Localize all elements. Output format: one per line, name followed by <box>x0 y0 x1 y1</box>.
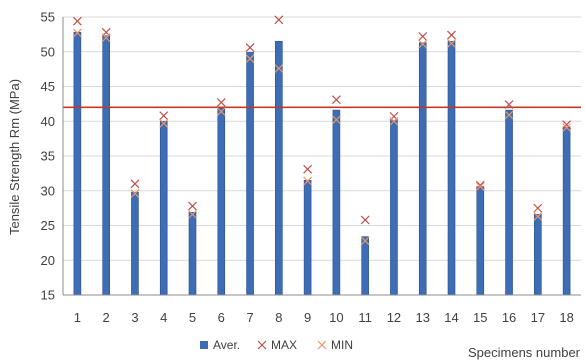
marker-min <box>245 54 255 64</box>
bar <box>332 109 341 296</box>
y-tick-label: 35 <box>41 149 55 164</box>
y-tick-label: 40 <box>41 114 55 129</box>
marker-max <box>562 120 572 130</box>
bar <box>246 52 254 296</box>
x-tick-label: 18 <box>559 310 573 325</box>
marker-min <box>101 33 111 43</box>
marker-max <box>72 16 82 26</box>
y-tick-label: 50 <box>41 44 55 59</box>
y-tick-label: 55 <box>41 10 55 25</box>
marker-max <box>274 15 284 25</box>
legend-label: Aver. <box>213 338 240 352</box>
marker-max <box>216 98 226 107</box>
bar <box>390 120 398 296</box>
y-tick-label: 15 <box>41 288 55 303</box>
bar <box>505 109 513 296</box>
marker-max <box>188 201 197 211</box>
legend-label: MIN <box>331 338 353 352</box>
y-tick-label: 30 <box>41 183 55 198</box>
bar <box>361 236 369 296</box>
marker-min <box>274 64 284 73</box>
x-tick-label: 13 <box>415 310 429 325</box>
x-tick-label: 14 <box>444 310 458 325</box>
marker-min <box>475 182 485 192</box>
x-tick-label: 9 <box>304 310 311 325</box>
bar <box>217 107 226 296</box>
bar <box>131 191 139 296</box>
bar <box>303 180 312 296</box>
marker-max <box>447 30 456 40</box>
x-tick-label: 8 <box>275 310 282 325</box>
marker-min <box>360 236 370 246</box>
x-tick-label: 10 <box>329 310 343 325</box>
legend-swatch-x <box>257 340 267 350</box>
legend-swatch-x <box>317 340 327 350</box>
bar <box>418 42 427 296</box>
marker-max <box>245 43 255 53</box>
marker-max <box>504 100 514 109</box>
marker-max <box>331 95 341 105</box>
marker-max <box>533 203 543 213</box>
marker-min <box>72 28 82 38</box>
y-axis-title: Tensile Strength Rm (MPa) <box>7 79 22 235</box>
x-tick-label: 6 <box>218 310 225 325</box>
bar <box>476 186 485 296</box>
marker-series <box>72 15 572 246</box>
marker-min <box>159 118 169 128</box>
y-tick-label: 45 <box>41 79 55 94</box>
bar <box>534 214 542 296</box>
marker-min <box>130 189 140 198</box>
marker-min <box>447 38 456 48</box>
x-tick-label: 1 <box>74 310 81 325</box>
marker-max <box>159 111 169 121</box>
marker-max <box>360 215 370 225</box>
x-tick-label: 11 <box>358 310 372 325</box>
legend-label: MAX <box>271 338 297 352</box>
marker-max <box>475 180 485 190</box>
bar <box>188 211 197 296</box>
marker-min <box>418 39 428 49</box>
x-tick-label: 17 <box>531 310 545 325</box>
x-axis-title: Specimens number <box>468 345 581 360</box>
marker-max <box>303 164 313 174</box>
bar <box>275 41 283 296</box>
bar <box>102 35 110 296</box>
marker-max <box>130 179 140 189</box>
marker-min <box>216 107 226 116</box>
legend: Aver. MAX MIN <box>200 338 353 352</box>
marker-min <box>331 115 341 125</box>
legend-swatch-bar <box>200 341 208 349</box>
marker-min <box>188 209 197 219</box>
bar <box>159 120 168 296</box>
x-tick-label: 16 <box>502 310 516 325</box>
bar <box>73 31 82 296</box>
gridlines <box>63 16 581 296</box>
marker-min <box>303 176 313 186</box>
bar <box>562 126 571 296</box>
y-tick-label: 20 <box>41 253 55 268</box>
marker-min <box>562 123 572 132</box>
marker-min <box>389 116 399 126</box>
x-tick-label: 5 <box>189 310 196 325</box>
x-tick-label: 7 <box>246 310 253 325</box>
marker-min <box>504 110 514 120</box>
marker-max <box>418 32 428 41</box>
x-tick-label: 15 <box>473 310 487 325</box>
x-tick-label: 4 <box>160 310 167 325</box>
y-tick-label: 25 <box>41 218 55 233</box>
x-tick-label: 2 <box>103 310 110 325</box>
bar <box>447 41 456 296</box>
x-tick-label: 3 <box>131 310 138 325</box>
x-tick-label: 12 <box>387 310 401 325</box>
marker-min <box>533 212 543 221</box>
